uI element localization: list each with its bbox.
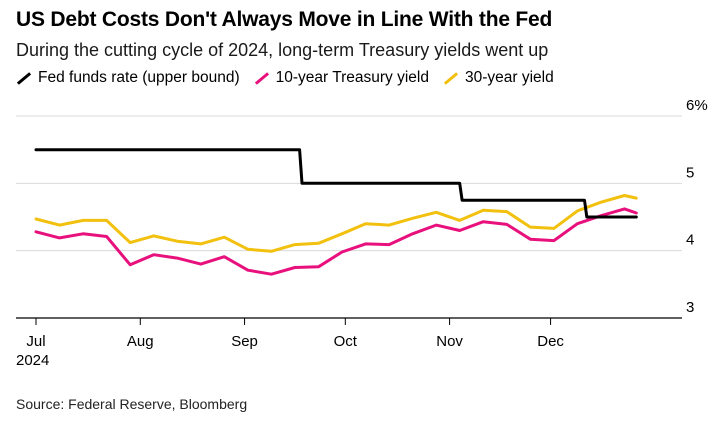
y-tick-label-6: 6%: [686, 97, 708, 114]
chart-subtitle: During the cutting cycle of 2024, long-t…: [16, 40, 549, 60]
legend-item-30-year: 30-year yield: [443, 69, 554, 87]
legend-item-10-year: 10-year Treasury yield: [254, 69, 429, 87]
x-tick-label-jul: Jul: [26, 333, 45, 350]
y-tick-label-5: 5: [686, 164, 694, 181]
x-tick-label-aug: Aug: [127, 333, 154, 350]
fed-funds-rate-line: [34, 148, 638, 219]
source-note: Source: Federal Reserve, Bloomberg: [16, 396, 248, 412]
10-year-yield-line: [34, 207, 638, 276]
y-tick-label-3: 3: [686, 299, 694, 316]
legend-label-fed-funds: Fed funds rate (upper bound): [38, 69, 240, 86]
legend-label-30-year: 30-year yield: [464, 69, 554, 86]
30-year-yield-line: [34, 194, 638, 253]
x-tick-sublabel-year: 2024: [16, 352, 49, 369]
x-tick-label-dec: Dec: [537, 333, 564, 350]
x-tick-label-nov: Nov: [436, 333, 463, 350]
x-tick-label-sep: Sep: [231, 333, 258, 350]
legend-label-10-year: 10-year Treasury yield: [275, 69, 429, 86]
y-tick-label-4: 4: [686, 232, 694, 249]
chart-title: US Debt Costs Don't Always Move in Line …: [16, 8, 553, 31]
chart-legend: Fed funds rate (upper bound) 10-year Tre…: [16, 69, 568, 87]
legend-item-fed-funds: Fed funds rate (upper bound): [16, 69, 240, 87]
x-tick-label-oct: Oct: [334, 333, 358, 350]
